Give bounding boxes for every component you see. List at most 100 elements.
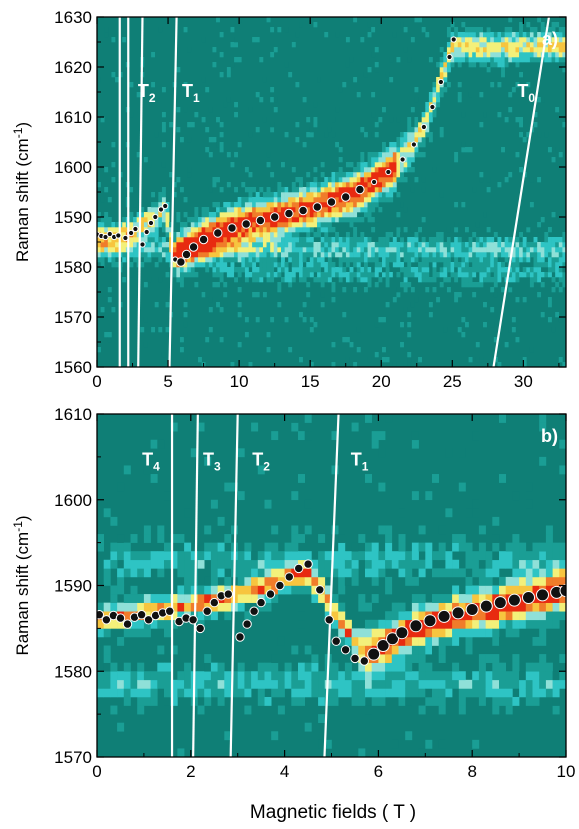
data-point — [399, 156, 406, 163]
data-point — [350, 653, 360, 664]
data-point — [437, 609, 451, 623]
transition-line — [192, 414, 199, 757]
data-point — [559, 584, 566, 598]
y-tick-label: 1590 — [54, 208, 92, 227]
x-tick-label: 6 — [374, 762, 383, 781]
data-point — [341, 192, 351, 202]
data-point — [522, 591, 535, 604]
heatmap-cells — [97, 414, 566, 757]
x-tick-label: 25 — [443, 372, 462, 391]
data-point — [106, 230, 113, 238]
data-point — [157, 206, 165, 213]
data-point — [410, 141, 417, 148]
y-axis-title: Raman shift (cm-1) — [11, 122, 32, 262]
x-tick-label: 10 — [557, 762, 576, 781]
x-tick-label: 30 — [514, 372, 533, 391]
data-point — [188, 242, 199, 252]
data-point — [446, 53, 453, 61]
data-point — [420, 123, 427, 131]
data-point — [195, 623, 205, 634]
data-point — [181, 249, 192, 260]
y-tick-label: 1580 — [54, 662, 92, 681]
y-tick-label: 1630 — [54, 8, 92, 27]
transition-label: T3 — [203, 449, 221, 473]
panel-label: a) — [542, 29, 558, 49]
data-point — [451, 606, 465, 620]
transition-line — [492, 17, 551, 367]
data-point — [367, 647, 381, 661]
data-point — [152, 213, 159, 221]
x-tick-label: 10 — [230, 372, 249, 391]
data-point — [315, 585, 325, 595]
heatmap-area — [97, 414, 566, 757]
data-point — [198, 234, 209, 245]
data-point — [102, 233, 109, 241]
y-axis: 1560 1570 1580 1590 1600 1610 1620 1630 — [54, 8, 566, 377]
y-tick-label: 1560 — [54, 358, 92, 377]
x-tick-label: 8 — [467, 762, 476, 781]
y-tick-label: 1600 — [54, 491, 92, 510]
y-tick-label: 1600 — [54, 158, 92, 177]
data-point — [479, 599, 493, 613]
data-point — [162, 202, 169, 210]
x-tick-label: 5 — [163, 372, 172, 391]
panel-a: T2 T1 T0 a) 0 5 10 15 20 25 30 1560 1570 1580 1590 1600… — [11, 8, 567, 391]
y-tick-label: 1590 — [54, 577, 92, 596]
data-point — [312, 202, 322, 212]
x-tick-label: 15 — [301, 372, 320, 391]
data-point — [284, 572, 294, 582]
heatmap-area — [97, 17, 566, 367]
data-point — [122, 234, 129, 242]
data-point — [465, 603, 479, 616]
data-point — [176, 257, 186, 267]
transition-label: T0 — [517, 81, 535, 105]
data-point — [143, 228, 150, 236]
data-point — [255, 215, 266, 226]
data-point — [437, 78, 444, 86]
transition-label: T1 — [351, 449, 369, 473]
transition-label: T1 — [182, 81, 200, 105]
data-point — [536, 588, 549, 602]
data-point — [223, 589, 234, 599]
data-point — [97, 610, 104, 620]
data-point — [136, 610, 147, 620]
y-tick-label: 1570 — [54, 748, 92, 767]
data-point — [147, 219, 155, 227]
data-point — [355, 184, 365, 195]
x-axis: 0 2 4 6 8 10 — [92, 414, 575, 781]
transition-label: T4 — [142, 449, 160, 473]
data-point — [101, 615, 112, 625]
data-point — [385, 168, 392, 176]
data-point — [395, 626, 409, 640]
data-point — [429, 103, 436, 111]
data-point — [303, 559, 313, 569]
data-point — [242, 619, 252, 629]
data-point — [128, 229, 135, 237]
data-point — [423, 614, 437, 628]
data-point — [324, 615, 334, 625]
data-point — [256, 597, 266, 608]
y-tick-label: 1570 — [54, 308, 92, 327]
peak-points — [97, 36, 457, 267]
data-point — [294, 563, 304, 574]
x-axis: 0 5 10 15 20 25 30 — [92, 17, 560, 391]
data-point — [213, 228, 223, 238]
data-point — [202, 606, 212, 616]
data-point — [139, 241, 146, 248]
data-point — [143, 615, 154, 625]
peak-points — [97, 559, 566, 666]
data-point — [507, 593, 521, 607]
data-point — [115, 613, 126, 623]
data-point — [298, 205, 308, 216]
data-point — [209, 597, 220, 608]
data-point — [371, 178, 378, 186]
data-point — [265, 589, 276, 599]
data-point — [188, 615, 198, 625]
panel-b: T4 T3 T2 T1 b) 0 2 4 6 8 10 1570 1580 1590 1600 1610 Ram… — [11, 405, 575, 781]
data-point — [165, 606, 175, 616]
data-point — [331, 636, 341, 646]
data-point — [340, 645, 351, 655]
data-point — [122, 619, 133, 629]
transition-label: T2 — [252, 449, 270, 473]
